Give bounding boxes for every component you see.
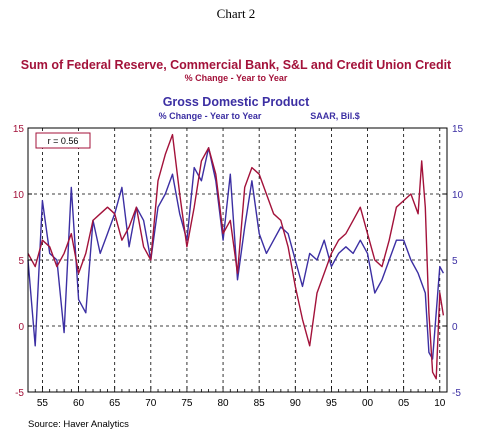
credit-title: Sum of Federal Reserve, Commercial Bank,… [21, 58, 452, 72]
credit-subtitle: % Change - Year to Year [185, 73, 288, 83]
x-tick-label: 00 [362, 398, 374, 409]
y-tick-label-right: 15 [452, 124, 464, 135]
x-tick-label: 05 [398, 398, 410, 409]
x-tick-label: 10 [434, 398, 446, 409]
x-tick-label: 90 [290, 398, 302, 409]
y-tick-label-right: 5 [452, 256, 458, 267]
x-tick-label: 65 [109, 398, 121, 409]
y-tick-label-left: -5 [15, 388, 24, 399]
y-tick-label-left: 5 [18, 256, 24, 267]
x-tick-label: 60 [73, 398, 85, 409]
series-layer [27, 133, 445, 380]
gdp-units: SAAR, Bil.$ [310, 111, 360, 121]
y-tick-label-right: 0 [452, 322, 458, 333]
gdp-subtitle: % Change - Year to Year [159, 111, 262, 121]
y-tick-label-left: 10 [13, 190, 25, 201]
x-tick-label: 70 [145, 398, 157, 409]
x-tick-label: 95 [326, 398, 338, 409]
y-tick-label-left: 0 [18, 322, 24, 333]
source-note: Source: Haver Analytics [28, 419, 129, 430]
gdp-title: Gross Domestic Product [163, 95, 310, 109]
correlation-box [35, 132, 91, 149]
x-tick-label: 85 [254, 398, 266, 409]
correlation-label: r = 0.56 [48, 136, 79, 146]
x-tick-label: 55 [37, 398, 49, 409]
gdp-series-line [27, 147, 445, 360]
credit-series-line [27, 133, 445, 380]
y-tick-label-right: 10 [452, 190, 464, 201]
y-tick-label-right: -5 [452, 388, 461, 399]
x-tick-label: 75 [181, 398, 193, 409]
y-tick-label-left: 15 [13, 124, 25, 135]
chart-caption: Chart 2 [217, 6, 256, 21]
x-tick-label: 80 [217, 398, 229, 409]
